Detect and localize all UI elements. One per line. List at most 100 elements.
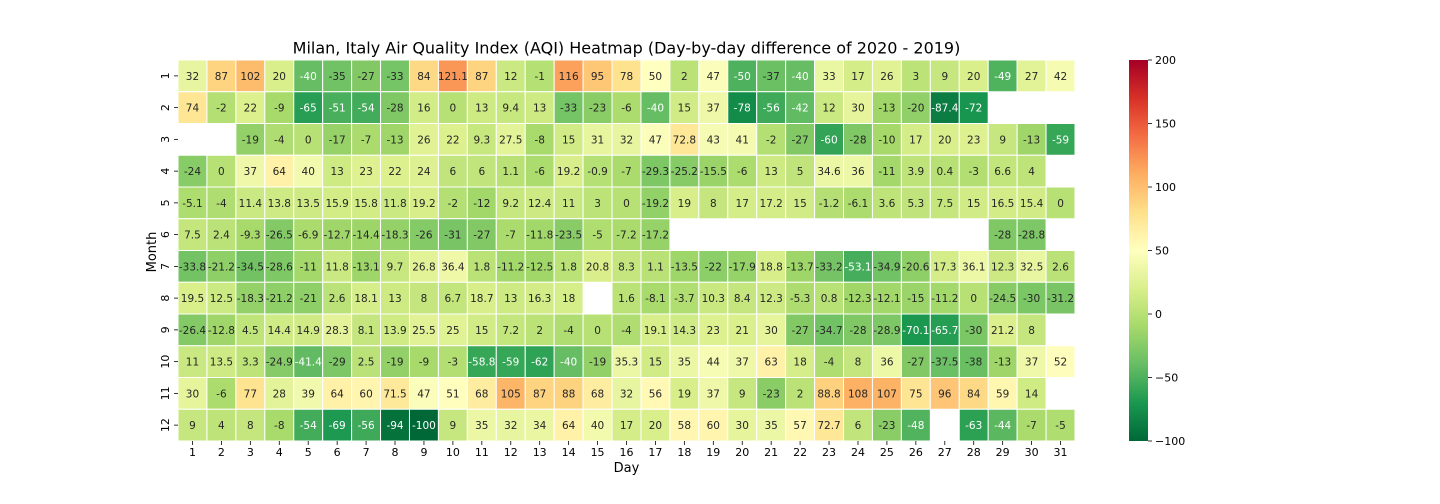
cell-value-label: 56 [649,388,663,400]
cell-value-label: 13 [764,166,777,178]
cell-value-label: -54 [300,420,317,432]
cell-value-label: 36 [851,166,865,178]
colorbar-gradient [1129,60,1148,441]
x-tick-label: 13 [533,446,547,459]
heatmap-cell [698,250,729,283]
cell-value-label: -22 [705,261,722,273]
heatmap-cell [871,345,902,378]
cell-value-label: -6 [621,103,632,115]
heatmap-cell [756,313,787,347]
cell-value-label: 6.6 [994,166,1011,178]
heatmap-cell [843,91,873,124]
cell-value-label: 8 [710,198,717,210]
heatmap-cell [293,91,324,124]
cell-value-label: 1.1 [647,261,664,273]
x-tick-label: 22 [793,446,807,459]
cell-value-label: -6.1 [848,198,869,210]
cell-value-label: 13 [533,103,546,115]
cell-value-label: 47 [649,134,662,146]
cell-value-label: -94 [386,420,403,432]
cell-value-label: 9 [189,420,196,432]
heatmap-cell [495,123,526,156]
cell-value-label: -27 [907,357,924,369]
heatmap-cell [466,186,497,220]
cell-value-label: -26.4 [179,325,206,337]
cell-value-label: 8 [247,420,254,432]
cell-value-label: 30 [764,325,777,337]
cell-value-label: 26 [880,71,894,83]
cell-value-label: -72 [965,103,982,115]
cell-value-label: -8 [534,134,544,146]
cell-value-label: 88 [562,388,575,400]
cell-value-label: -17.2 [642,230,669,242]
cell-value-label: 34 [533,420,547,432]
heatmap-cell [524,281,555,315]
heatmap-cell [843,186,873,220]
cell-value-label: 19 [678,198,691,210]
cell-value-label: 64 [562,420,576,432]
cell-value-label: -28.9 [873,325,900,337]
heatmap-cell [380,154,410,188]
heatmap-cell [408,281,439,315]
heatmap-cell [669,123,700,156]
heatmap-cell [814,59,845,93]
cell-value-label: -27 [792,325,809,337]
heatmap-cell [958,377,989,410]
heatmap-cell [351,123,382,156]
cell-value-label: -35 [329,71,346,83]
cell-value-label: 84 [967,388,981,400]
cell-value-label: 35 [764,420,777,432]
cell-value-label: 11 [562,198,575,210]
cell-value-label: -40 [560,357,577,369]
cell-value-label: -7 [621,166,631,178]
cell-value-label: -11.2 [497,261,524,273]
cell-value-label: 30 [736,420,749,432]
cell-value-label: -31.2 [1047,293,1074,305]
x-tick-label: 28 [967,446,981,459]
cell-value-label: 0 [623,198,630,210]
heatmap-cell [611,408,642,442]
cell-value-label: -4 [824,357,835,369]
cell-value-label: -25.2 [671,166,698,178]
heatmap-cell [582,123,613,156]
heatmap-cell [611,345,642,378]
cell-value-label: 50 [649,71,662,83]
cell-value-label: 9.3 [473,134,490,146]
cell-value-label: 11.8 [325,261,348,273]
cell-value-label: 20.8 [586,261,609,273]
heatmap-cell [640,218,671,251]
heatmap-cell [351,313,382,347]
cell-value-label: -6 [216,388,227,400]
heatmap-cell [437,59,468,93]
heatmap-cell [437,154,468,188]
cell-value-label: -27 [473,230,490,242]
y-tick-label: 4 [159,168,172,175]
heatmap-cell [437,377,468,410]
heatmap-cell [727,313,758,347]
heatmap-cell [495,59,526,93]
x-tick-label: 8 [392,446,399,459]
heatmap-cell [351,408,382,442]
cell-value-label: 4.5 [242,325,259,337]
cell-value-label: -17 [329,134,346,146]
cell-value-label: 39 [302,388,315,400]
cell-value-label: 1.8 [473,261,490,273]
cell-value-label: 14.4 [268,325,292,337]
heatmap-cell [843,377,873,410]
heatmap-cell [1016,218,1047,251]
cell-value-label: -5 [592,230,602,242]
heatmap-cell [437,313,468,347]
heatmap-cell [929,59,960,93]
x-tick-label: 24 [851,446,865,459]
heatmap-cell [987,186,1018,220]
cell-value-label: 18.7 [470,293,493,305]
cell-value-label: -12.1 [873,293,900,305]
colorbar-tick-label: 100 [1155,181,1176,194]
cell-value-label: -18.3 [237,293,264,305]
heatmap-cell [264,123,295,156]
x-tick-label: 16 [620,446,634,459]
x-tick-label: 21 [764,446,778,459]
cell-value-label: -13.7 [787,261,814,273]
heatmap-cell [322,218,353,251]
